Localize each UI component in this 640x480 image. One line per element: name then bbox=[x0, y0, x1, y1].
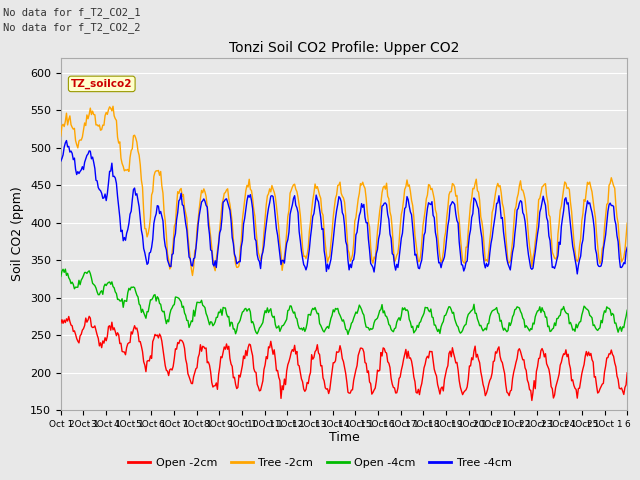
Legend: Open -2cm, Tree -2cm, Open -4cm, Tree -4cm: Open -2cm, Tree -2cm, Open -4cm, Tree -4… bbox=[124, 453, 516, 472]
Y-axis label: Soil CO2 (ppm): Soil CO2 (ppm) bbox=[12, 187, 24, 281]
Text: TZ_soilco2: TZ_soilco2 bbox=[71, 79, 132, 89]
Text: No data for f_T2_CO2_1: No data for f_T2_CO2_1 bbox=[3, 7, 141, 18]
X-axis label: Time: Time bbox=[328, 431, 360, 444]
Text: No data for f_T2_CO2_2: No data for f_T2_CO2_2 bbox=[3, 22, 141, 33]
Title: Tonzi Soil CO2 Profile: Upper CO2: Tonzi Soil CO2 Profile: Upper CO2 bbox=[229, 41, 459, 55]
